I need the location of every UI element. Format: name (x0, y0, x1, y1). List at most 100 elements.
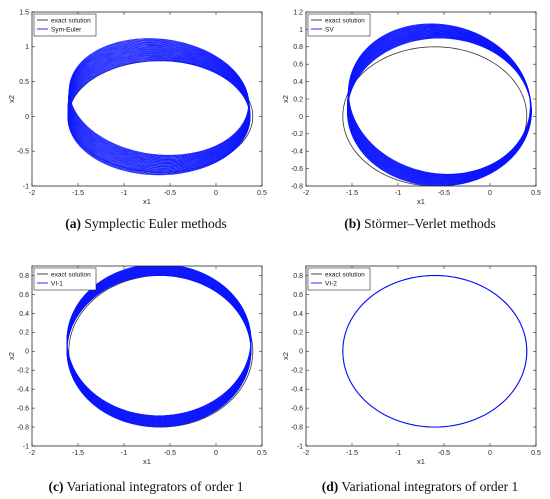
y-tick-label: 0.8 (293, 44, 303, 51)
y-tick-label: -0.4 (291, 149, 303, 156)
x-axis-label: x1 (417, 457, 425, 466)
y-tick-label: -0.6 (17, 406, 29, 413)
legend-entry: exact solution (325, 17, 365, 24)
axes-box (305, 265, 537, 447)
x-tick-label: -1 (121, 450, 127, 457)
y-tick-label: -0.8 (291, 183, 303, 190)
x-tick-label: -1.5 (346, 190, 358, 197)
x-tick-label: 0.5 (257, 190, 267, 197)
panel-d: -2 -1.5 -1 -0.5 0 0.5 -1 -0.8 -0.6 -0.4 -0.2 0 0.2 0.… (281, 265, 541, 466)
legend: exact solution VI-1 (33, 267, 97, 291)
x-tick-label: -2 (303, 190, 309, 197)
legend-box (33, 13, 97, 37)
x-axis-label: x1 (143, 457, 151, 466)
y-tick-label: -0.4 (291, 387, 303, 394)
y-tick-label: 0 (25, 114, 29, 121)
y-tick-label: 0 (299, 114, 303, 121)
x-tick-label: -0.5 (438, 190, 450, 197)
legend-entry: exact solution (325, 271, 365, 278)
y-tick-label: -0.2 (17, 368, 29, 375)
x-tick-label: 0 (488, 190, 492, 197)
caption-a: (a) Symplectic Euler methods (21, 216, 271, 232)
y-tick-label: -0.6 (291, 166, 303, 173)
x-tick-label: 0 (214, 190, 218, 197)
x-axis-label: x1 (417, 197, 425, 206)
y-tick-label: 0.8 (19, 273, 29, 280)
y-tick-label: 0.4 (19, 311, 29, 318)
y-tick-label: -1 (297, 443, 303, 450)
caption-b-text: Störmer–Verlet methods (360, 216, 496, 231)
y-tick-label: 0.6 (293, 62, 303, 69)
caption-c-text: Variational integrators of order 1 (63, 479, 244, 494)
y-tick-label: 0 (299, 349, 303, 356)
y-tick-label: -0.2 (291, 368, 303, 375)
x-tick-label: -1 (121, 190, 127, 197)
caption-b: (b) Störmer–Verlet methods (295, 216, 545, 232)
plot-area (342, 274, 528, 428)
y-tick-label: 0 (25, 349, 29, 356)
y-tick-label: 0.2 (19, 330, 29, 337)
panel-b: -2 -1.5 -1 -0.5 0 0.5 -0.8 -0.6 -0.4 -0.2 0 0.2 0.4 0… (281, 9, 541, 206)
caption-c-label: (c) (48, 479, 64, 494)
y-tick-label: 0.8 (293, 273, 303, 280)
plot-area (66, 266, 254, 428)
x-tick-label: 0.5 (257, 450, 267, 457)
y-tick-label: -0.8 (291, 424, 303, 431)
series-sv-orbit (347, 37, 532, 186)
y-tick-label: 0.4 (293, 311, 303, 318)
legend-entry: VI-2 (325, 280, 337, 287)
y-axis-label: x2 (281, 95, 290, 103)
legend-entry: VI-1 (51, 280, 63, 287)
caption-c: (c) Variational integrators of order 1 (21, 479, 271, 495)
y-tick-label: 0.6 (19, 292, 29, 299)
caption-a-text: Symplectic Euler methods (80, 216, 227, 231)
legend: exact solution Sym-Euler (33, 13, 97, 37)
x-tick-label: -0.5 (164, 450, 176, 457)
legend-entry: SV (325, 26, 334, 33)
caption-d-text: Variational integrators of order 1 (338, 479, 519, 494)
y-tick-label: -0.4 (17, 387, 29, 394)
x-tick-label: -1.5 (72, 450, 84, 457)
y-tick-label: 1 (25, 44, 29, 51)
x-tick-label: -2 (29, 450, 35, 457)
x-tick-label: -1.5 (346, 450, 358, 457)
legend-box (307, 13, 371, 37)
x-tick-label: -2 (303, 450, 309, 457)
legend: exact solution SV (307, 13, 371, 37)
legend-box (33, 267, 97, 291)
x-tick-label: -1 (395, 450, 401, 457)
y-tick-label: 0.2 (293, 96, 303, 103)
series-sv (347, 23, 532, 186)
y-tick-label: -0.6 (291, 406, 303, 413)
y-tick-label: 1.5 (19, 9, 29, 16)
y-tick-label: 0.2 (293, 330, 303, 337)
y-tick-label: -0.8 (17, 424, 29, 431)
x-tick-label: -2 (29, 190, 35, 197)
caption-b-label: (b) (344, 216, 361, 231)
panel-a: -2 -1.5 -1 -0.5 0 0.5 -1 -0.5 0 0.5 1 1.5 x1 x2 exact … (7, 9, 267, 206)
series-exact-solution (342, 275, 528, 428)
y-tick-label: 0.4 (293, 79, 303, 86)
series-vi-1 (66, 266, 252, 428)
x-tick-label: -0.5 (438, 450, 450, 457)
x-tick-label: 0 (488, 450, 492, 457)
y-tick-label: -1 (23, 443, 29, 450)
y-axis-label: x2 (7, 352, 16, 360)
x-tick-label: 0 (214, 450, 218, 457)
legend-entry: exact solution (51, 271, 91, 278)
x-tick-label: -1.5 (72, 190, 84, 197)
y-tick-label: -0.2 (291, 131, 303, 138)
y-tick-label: -1 (23, 183, 29, 190)
axes-box (31, 265, 263, 447)
series-sym-euler-orbit (67, 60, 251, 176)
series-vi-1-orbit (66, 266, 252, 417)
x-tick-label: 0.5 (531, 190, 541, 197)
legend: exact solution VI-2 (307, 267, 371, 291)
x-tick-label: -1 (395, 190, 401, 197)
axes-box (31, 11, 263, 187)
y-tick-label: 1 (299, 27, 303, 34)
y-axis-label: x2 (281, 352, 290, 360)
x-tick-label: -0.5 (164, 190, 176, 197)
y-tick-label: -0.5 (17, 149, 29, 156)
